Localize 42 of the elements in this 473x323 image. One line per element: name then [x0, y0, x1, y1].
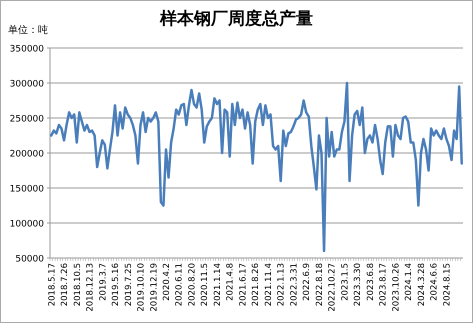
- x-tick-label: 2018.12.13: [86, 263, 96, 312]
- x-tick-label: 2022.6.9: [302, 263, 312, 301]
- y-tick-label: 350000: [10, 44, 44, 54]
- line-series: [50, 82, 463, 252]
- x-tick-label: 2024.3.28: [416, 263, 427, 306]
- x-tick-label: 2019.5.16: [111, 263, 122, 306]
- x-tick-label: 2023.6.8: [366, 263, 376, 301]
- x-tick-label: 2022.1.13: [276, 263, 287, 306]
- y-tick-label: 50000: [15, 254, 44, 264]
- x-tick-label: 2024.1.4: [404, 263, 414, 301]
- x-tick-label: 2021.8.26: [251, 263, 262, 306]
- x-tick-label: 2020.6.11: [174, 263, 185, 306]
- x-tick-label: 2022.3.31: [289, 263, 300, 306]
- x-tick-label: 2019.10.10: [136, 263, 147, 312]
- x-tick-label: 2024.6.6: [430, 263, 440, 301]
- x-tick-label: 2018.10.5: [72, 263, 83, 306]
- x-tick-label: 2022.8.18: [314, 263, 325, 306]
- x-tick-label: 2020.11.5: [200, 263, 210, 306]
- x-tick-label: 2024.8.15: [442, 263, 452, 306]
- y-tick-label: 300000: [10, 80, 44, 90]
- x-tick-label: 2019.3.7: [98, 263, 108, 301]
- y-tick-label: 150000: [10, 184, 44, 194]
- x-tick-label: 2019.7.25: [124, 263, 134, 306]
- x-tick-label: 2021.11.4: [264, 263, 274, 306]
- x-tick-label: 2023.1.5: [340, 263, 350, 301]
- chart-title: 样本钢厂周度总产量: [159, 9, 313, 29]
- y-tick-label: 250000: [10, 114, 44, 124]
- x-tick-label: 2022.10.27: [328, 263, 338, 312]
- y-tick-label: 100000: [10, 220, 44, 230]
- x-tick-label: 2023.3.30: [353, 263, 364, 306]
- x-tick-label: 2021.1.14: [212, 263, 223, 306]
- x-tick-label: 2020.8.20: [187, 263, 198, 306]
- x-tick-label: 2019.12.19: [149, 263, 160, 312]
- x-tick-label: 2021.6.17: [238, 263, 248, 306]
- x-tick-label: 2023.10.26: [391, 263, 402, 312]
- x-tick-label: 2023.8.17: [378, 263, 389, 306]
- x-tick-label: 2021.4.8: [226, 263, 236, 301]
- y-axis-title: 单位：吨: [8, 24, 48, 36]
- x-tick-label: 2018.7.26: [60, 263, 70, 306]
- y-tick-label: 200000: [10, 150, 44, 160]
- x-tick-label: 2018.5.17: [47, 263, 58, 306]
- x-tick-label: 2020.4.2: [162, 263, 172, 301]
